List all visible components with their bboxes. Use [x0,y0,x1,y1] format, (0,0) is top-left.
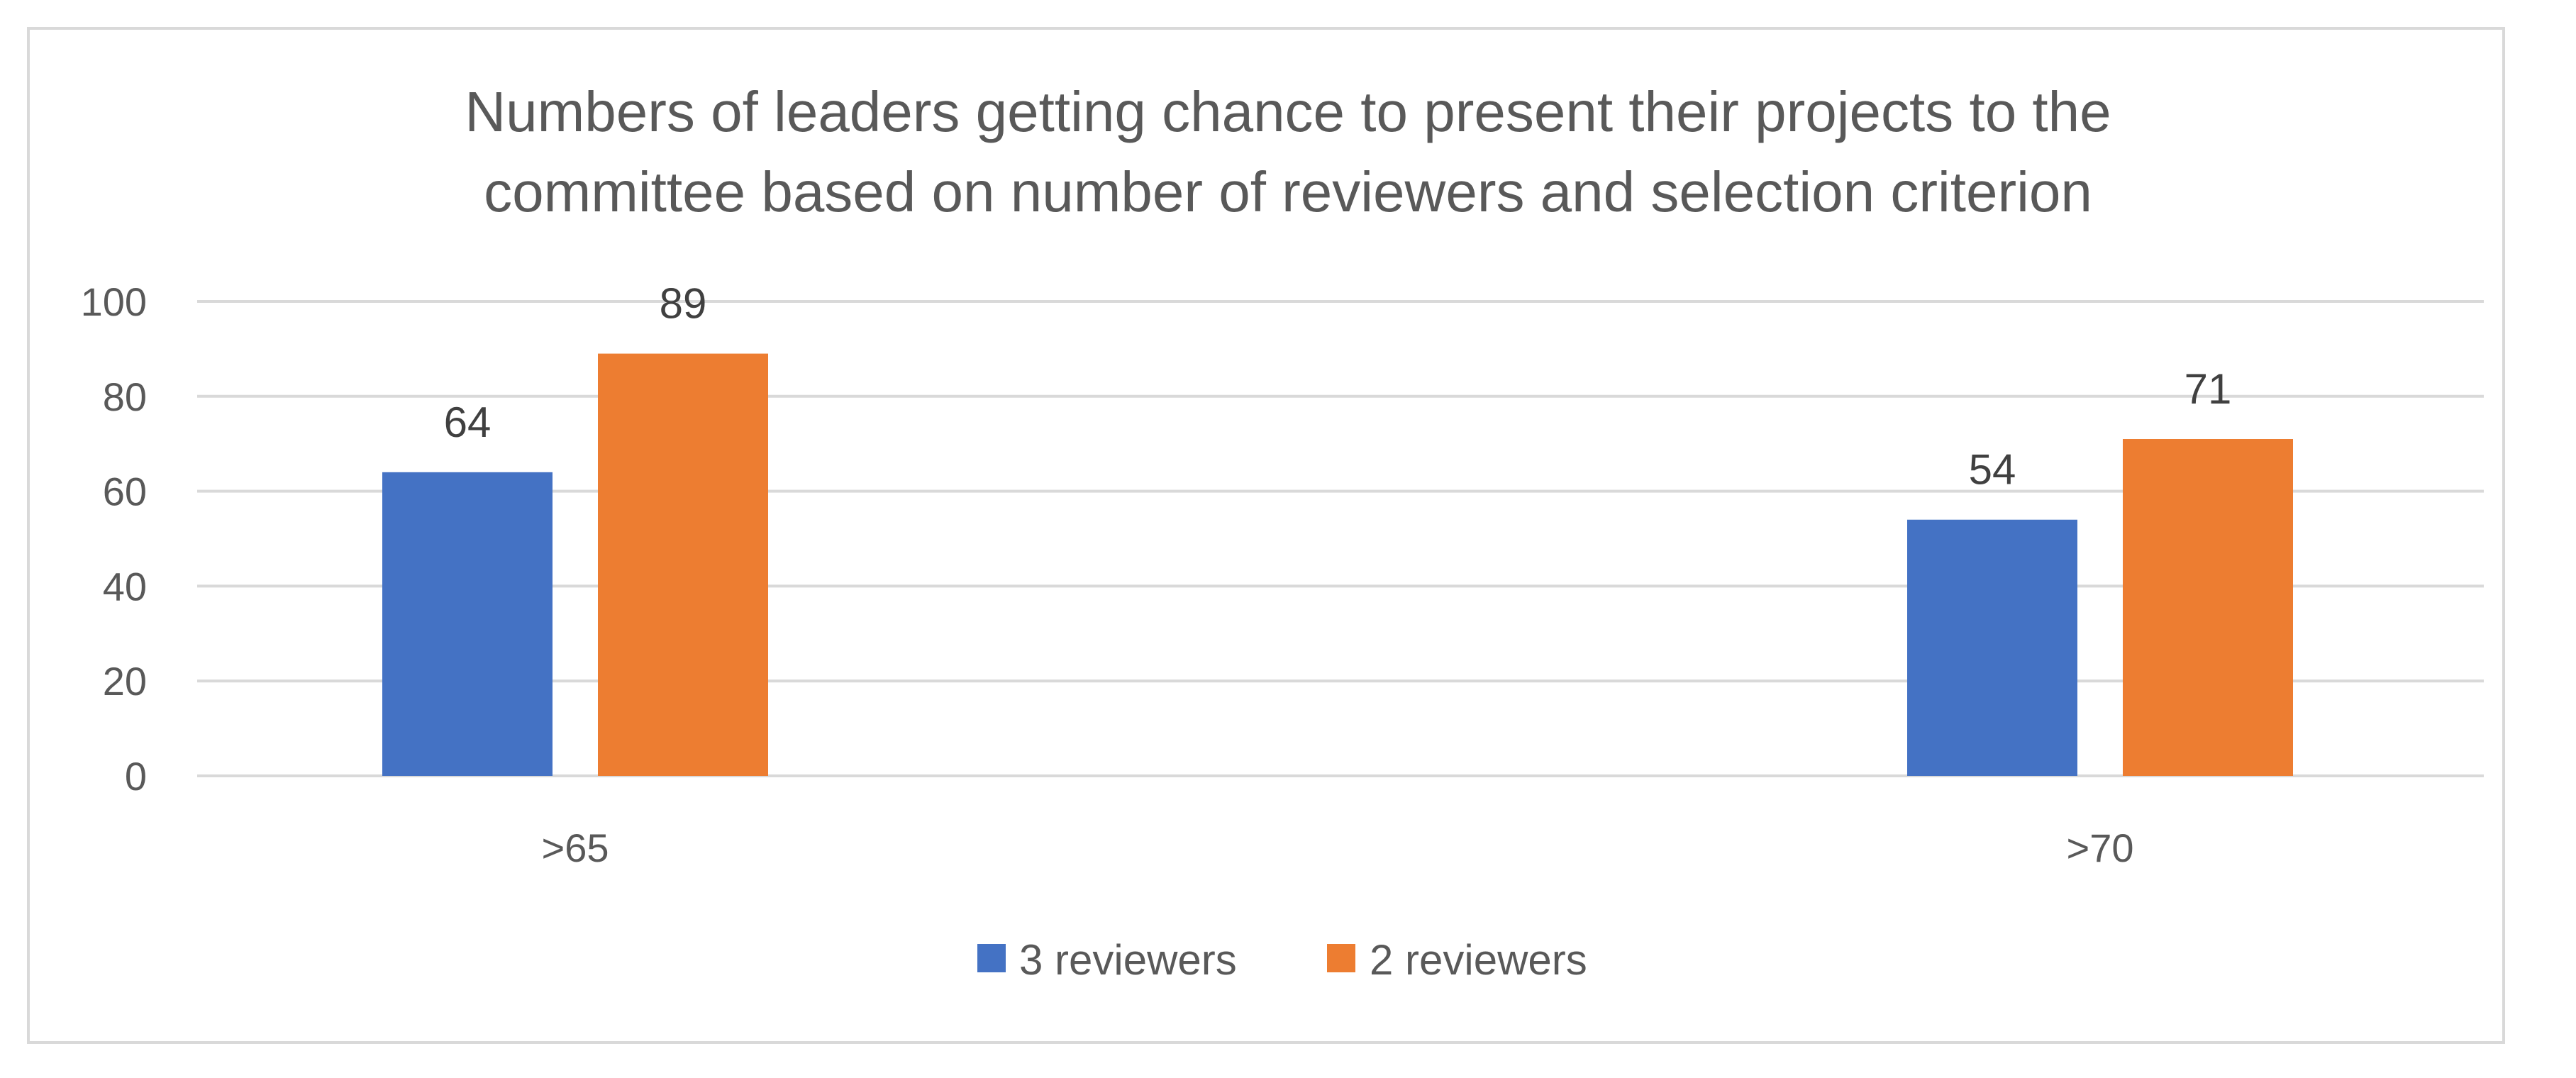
y-tick-label: 60 [103,469,147,514]
chart-title: Numbers of leaders getting chance to pre… [465,80,2111,223]
chart-title-line-1: Numbers of leaders getting chance to pre… [465,80,2111,143]
legend-swatch-3-reviewers [977,944,1006,972]
legend-label-3-reviewers: 3 reviewers [1019,936,1237,984]
y-axis-tick-labels: 0 20 40 60 80 100 [81,279,147,799]
y-tick-label: 0 [125,754,147,799]
x-axis-category-labels: >65 >70 [542,826,2134,870]
x-category-label: >65 [542,826,609,870]
bar-2-reviewers-gt65 [598,353,768,777]
bar-3-reviewers-gt70 [1907,519,2077,776]
gridlines [197,300,2484,777]
bar-2-reviewers-gt70 [2123,439,2293,776]
y-tick-label: 80 [103,374,147,419]
y-tick-label: 20 [103,659,147,704]
data-label: 89 [660,280,707,328]
data-labels: 64 89 54 71 [444,280,2232,494]
legend-label-2-reviewers: 2 reviewers [1370,936,1587,984]
x-category-label: >70 [2067,826,2134,870]
bar-3-reviewers-gt65 [382,472,553,776]
y-tick-label: 100 [81,279,147,324]
data-label: 64 [444,399,492,446]
legend: 3 reviewers 2 reviewers [977,936,1587,984]
chart-title-line-2: committee based on number of reviewers a… [484,160,2092,223]
data-label: 71 [2184,365,2232,413]
legend-swatch-2-reviewers [1327,944,1355,972]
bars [382,353,2293,777]
data-label: 54 [1969,446,2016,494]
y-tick-label: 40 [103,564,147,609]
